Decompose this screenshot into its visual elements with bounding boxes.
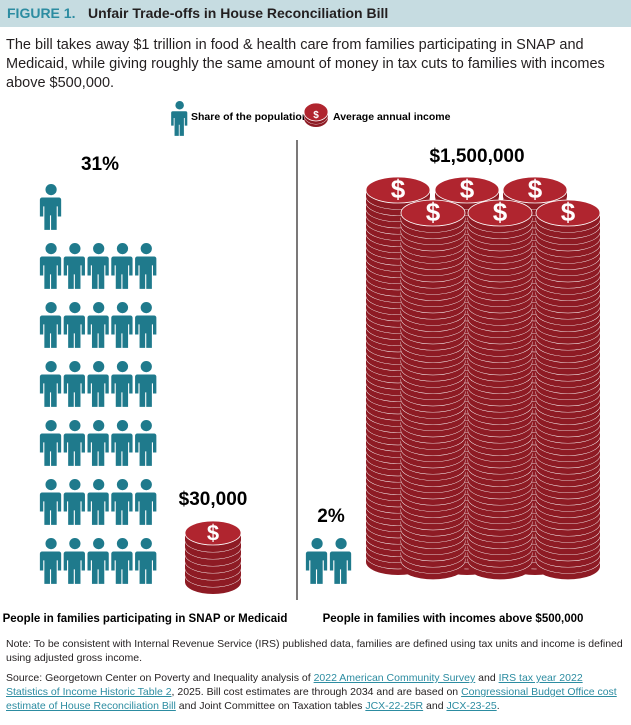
legend-coin-icon: $ <box>303 102 329 127</box>
person-icon <box>39 479 62 525</box>
person-icon <box>63 538 85 584</box>
source-link-jcx-22[interactable]: JCX-22-25R <box>365 700 424 712</box>
snap-group-label: People in families participating in SNAP… <box>3 613 288 625</box>
person-icon <box>135 243 157 289</box>
person-icon <box>39 420 62 466</box>
person-icon <box>111 479 133 525</box>
person-icon <box>63 479 85 525</box>
legend: Share of the population $ Average annual… <box>171 101 451 136</box>
coin-stack: $ <box>467 197 533 580</box>
person-icon <box>87 420 109 466</box>
source-link-acs[interactable]: 2022 American Community Survey <box>313 672 476 684</box>
person-icon <box>87 302 109 348</box>
coin-icon: $ <box>303 102 329 127</box>
source-link-jcx-23[interactable]: JCX-23-25 <box>446 700 497 712</box>
source-text: Source: Georgetown Center on Poverty and… <box>6 672 314 684</box>
coin-stack: $ <box>184 521 242 594</box>
snap-population-icons <box>39 184 157 584</box>
source-note: Source: Georgetown Center on Poverty and… <box>6 671 626 713</box>
person-icon <box>39 361 62 407</box>
source-text: and Joint Committee on Taxation tables <box>175 700 366 712</box>
dollar-sign-icon: $ <box>561 197 576 227</box>
source-link-cbo[interactable]: Congressional Budget Office cost estimat… <box>6 686 617 712</box>
wealthy-share-label: 2% <box>317 506 345 527</box>
dollar-sign-icon: $ <box>426 197 441 227</box>
dollar-sign-icon: $ <box>460 174 475 204</box>
person-icon <box>329 538 352 584</box>
legend-person-icon <box>171 101 188 136</box>
person-icon <box>63 243 85 289</box>
person-icon <box>87 538 109 584</box>
figure-label: FIGURE 1. <box>7 5 76 21</box>
snap-share-label: 31% <box>81 154 119 175</box>
person-icon <box>87 479 109 525</box>
wealthy-population-icons <box>305 538 352 584</box>
figure-title: Unfair Trade-offs in House Reconciliatio… <box>88 5 389 21</box>
person-icon <box>39 538 62 584</box>
source-text: and <box>475 672 499 684</box>
footnote: Note: To be consistent with Internal Rev… <box>6 638 623 664</box>
person-icon <box>111 361 133 407</box>
person-icon <box>135 479 157 525</box>
wealthy-income-label: $1,500,000 <box>429 146 524 167</box>
person-icon <box>305 538 328 584</box>
dollar-sign-icon: $ <box>313 110 319 121</box>
wealthy-income-coin-stacks: $ $ $ $ $ $ <box>365 174 601 580</box>
person-icon <box>111 302 133 348</box>
figure-subtitle: The bill takes away $1 trillion in food … <box>6 37 605 91</box>
person-icon <box>135 538 157 584</box>
source-text: and <box>423 700 447 712</box>
person-icon <box>87 361 109 407</box>
dollar-sign-icon: $ <box>493 197 508 227</box>
source-link-irs[interactable]: IRS tax year 2022 Statistics of Income H… <box>6 672 583 698</box>
person-icon <box>135 302 157 348</box>
pictograph-chart: Share of the population $ Average annual… <box>3 101 601 625</box>
person-icon <box>171 101 188 136</box>
person-icon <box>39 184 62 230</box>
dollar-sign-icon: $ <box>207 521 219 546</box>
figure-header: FIGURE 1. Unfair Trade-offs in House Rec… <box>0 0 631 27</box>
source-text: , 2025. Bill cost estimates are through … <box>171 686 462 698</box>
coin-stack: $ <box>400 197 466 580</box>
person-icon <box>111 420 133 466</box>
snap-income-label: $30,000 <box>179 489 248 510</box>
person-icon <box>63 361 85 407</box>
person-icon <box>63 420 85 466</box>
dollar-sign-icon: $ <box>391 174 406 204</box>
snap-income-coin-stack: $ <box>184 521 242 594</box>
person-icon <box>39 243 62 289</box>
person-icon <box>111 538 133 584</box>
person-icon <box>135 361 157 407</box>
coin-stack: $ <box>535 197 601 580</box>
person-icon <box>63 302 85 348</box>
person-icon <box>87 243 109 289</box>
legend-population-label: Share of the population <box>191 111 308 123</box>
legend-income-label: Average annual income <box>333 111 451 123</box>
person-icon <box>39 302 62 348</box>
source-text: . <box>496 700 500 712</box>
wealthy-group-label: People in families with incomes above $5… <box>323 613 584 625</box>
person-icon <box>111 243 133 289</box>
dollar-sign-icon: $ <box>528 174 543 204</box>
person-icon <box>135 420 157 466</box>
